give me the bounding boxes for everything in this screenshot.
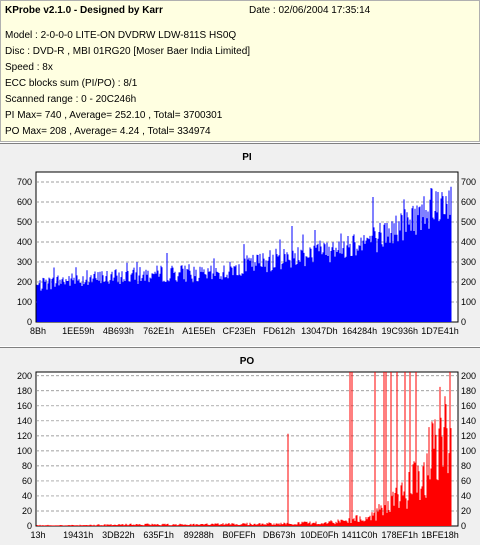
y-tick-right: 0 xyxy=(461,521,466,531)
y-tick-left: 200 xyxy=(17,371,32,381)
y-tick-left: 80 xyxy=(22,461,32,471)
pi-summary: PI Max= 740 , Average= 252.10 , Total= 3… xyxy=(5,110,223,121)
y-tick-left: 60 xyxy=(22,476,32,486)
y-tick-right: 120 xyxy=(461,431,476,441)
x-tick-label: 4B693h xyxy=(103,326,134,336)
y-tick-right: 40 xyxy=(461,491,471,501)
x-tick-label: 635F1h xyxy=(143,530,174,540)
disc-info: Disc : DVD-R , MBI 01RG20 [Moser Baer In… xyxy=(5,46,251,57)
pi-series xyxy=(36,186,452,322)
y-tick-left: 200 xyxy=(17,277,32,287)
plot-area xyxy=(35,371,459,527)
x-tick-label: 1BFE18h xyxy=(421,530,459,540)
y-tick-right: 0 xyxy=(461,317,466,327)
x-tick-label: 164284h xyxy=(342,326,377,336)
y-tick-right: 600 xyxy=(461,197,476,207)
y-tick-right: 100 xyxy=(461,446,476,456)
po-chart-panel: PO 0 0 20 20 40 40 60 60 80 80 100 100 120 120 140 140 16… xyxy=(0,347,480,545)
app-title: KProbe v2.1.0 - Designed by Karr xyxy=(5,5,163,16)
x-tick-label: 1EE59h xyxy=(62,326,94,336)
y-tick-left: 100 xyxy=(17,446,32,456)
y-tick-left: 100 xyxy=(17,297,32,307)
po-bars xyxy=(36,372,452,526)
y-tick-right: 300 xyxy=(461,257,476,267)
y-tick-left: 0 xyxy=(27,317,32,327)
x-tick-label: 19431h xyxy=(63,530,93,540)
y-tick-left: 20 xyxy=(22,506,32,516)
drive-model: Model : 2-0-0-0 LITE-ON DVDRW LDW-811S H… xyxy=(5,30,237,41)
y-tick-right: 400 xyxy=(461,237,476,247)
po-summary: PO Max= 208 , Average= 4.24 , Total= 334… xyxy=(5,126,211,137)
y-tick-right: 100 xyxy=(461,297,476,307)
y-tick-left: 400 xyxy=(17,237,32,247)
info-panel: KProbe v2.1.0 - Designed by Karr Date : … xyxy=(0,0,480,142)
y-tick-right: 140 xyxy=(461,416,476,426)
y-tick-right: 500 xyxy=(461,217,476,227)
x-tick-label: 1411C0h xyxy=(342,530,378,540)
ecc-info: ECC blocks sum (PI/PO) : 8/1 xyxy=(5,78,138,89)
y-tick-left: 180 xyxy=(17,386,32,396)
y-tick-right: 60 xyxy=(461,476,471,486)
pi-chart-panel: PI 0 0 100 100 200 200 300 300 400 400 500 500 600 600… xyxy=(0,143,480,346)
y-tick-left: 0 xyxy=(27,521,32,531)
y-tick-right: 20 xyxy=(461,506,471,516)
x-tick-label: 13047Dh xyxy=(301,326,338,336)
pi-chart: PI 0 0 100 100 200 200 300 300 400 400 500 500 600 600… xyxy=(17,152,476,336)
y-tick-right: 700 xyxy=(461,177,476,187)
x-tick-label: A1E5Eh xyxy=(182,326,215,336)
po-chart: PO 0 0 20 20 40 40 60 60 80 80 100 100 120 120 140 140 16… xyxy=(17,356,476,540)
y-tick-right: 80 xyxy=(461,461,471,471)
x-tick-label: CF23Eh xyxy=(222,326,255,336)
y-tick-left: 40 xyxy=(22,491,32,501)
x-tick-label: 178EF1h xyxy=(382,530,419,540)
y-tick-right: 160 xyxy=(461,401,476,411)
x-tick-label: 13h xyxy=(30,530,45,540)
x-tick-label: FD612h xyxy=(263,326,295,336)
po-series xyxy=(36,372,452,526)
x-tick-label: 89288h xyxy=(184,530,214,540)
y-tick-left: 700 xyxy=(17,177,32,187)
x-tick-label: 10DE0Fh xyxy=(300,530,338,540)
x-tick-label: 19C936h xyxy=(382,326,419,336)
x-tick-label: DB673h xyxy=(263,530,296,540)
x-tick-label: B0FEFh xyxy=(222,530,255,540)
scan-date: Date : 02/06/2004 17:35:14 xyxy=(249,5,371,16)
y-tick-right: 200 xyxy=(461,371,476,381)
y-tick-left: 120 xyxy=(17,431,32,441)
x-tick-label: 762E1h xyxy=(143,326,174,336)
y-tick-left: 500 xyxy=(17,217,32,227)
x-tick-label: 1D7E41h xyxy=(421,326,459,336)
x-tick-label: 3DB22h xyxy=(102,530,135,540)
y-tick-left: 140 xyxy=(17,416,32,426)
y-tick-left: 600 xyxy=(17,197,32,207)
speed-info: Speed : 8x xyxy=(5,62,53,73)
chart-title: PI xyxy=(242,152,252,163)
y-tick-right: 200 xyxy=(461,277,476,287)
y-tick-right: 180 xyxy=(461,386,476,396)
chart-title: PO xyxy=(240,356,255,367)
scanned-range: Scanned range : 0 - 20C246h xyxy=(5,94,137,105)
x-tick-label: 8Bh xyxy=(30,326,46,336)
y-tick-left: 160 xyxy=(17,401,32,411)
pi-bars xyxy=(36,186,452,322)
y-tick-left: 300 xyxy=(17,257,32,267)
